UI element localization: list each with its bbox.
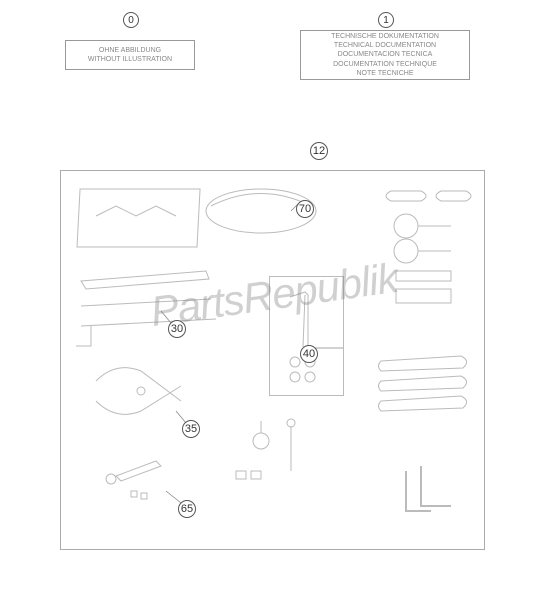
diagram-sketch — [61, 171, 486, 551]
label-box-left: OHNE ABBILDUNG WITHOUT ILLUSTRATION — [65, 40, 195, 70]
callout-12: 12 — [310, 142, 328, 160]
label-text: NOTE TECNICHE — [356, 69, 413, 78]
label-box-right: TECHNISCHE DOKUMENTATION TECHNICAL DOCUM… — [300, 30, 470, 80]
callout-35: 35 — [182, 420, 200, 438]
callout-40: 40 — [300, 345, 318, 363]
label-text: TECHNICAL DOCUMENTATION — [334, 41, 436, 50]
diagram-panel — [60, 170, 485, 550]
label-text: OHNE ABBILDUNG — [99, 46, 161, 55]
label-text: DOCUMENTACION TECNICA — [338, 50, 433, 59]
callout-70: 70 — [296, 200, 314, 218]
label-text: TECHNISCHE DOKUMENTATION — [331, 32, 439, 41]
label-text: DOCUMENTATION TECHNIQUE — [333, 60, 437, 69]
callout-1: 1 — [378, 12, 394, 28]
callout-0: 0 — [123, 12, 139, 28]
callout-30: 30 — [168, 320, 186, 338]
label-text: WITHOUT ILLUSTRATION — [88, 55, 172, 64]
callout-65: 65 — [178, 500, 196, 518]
